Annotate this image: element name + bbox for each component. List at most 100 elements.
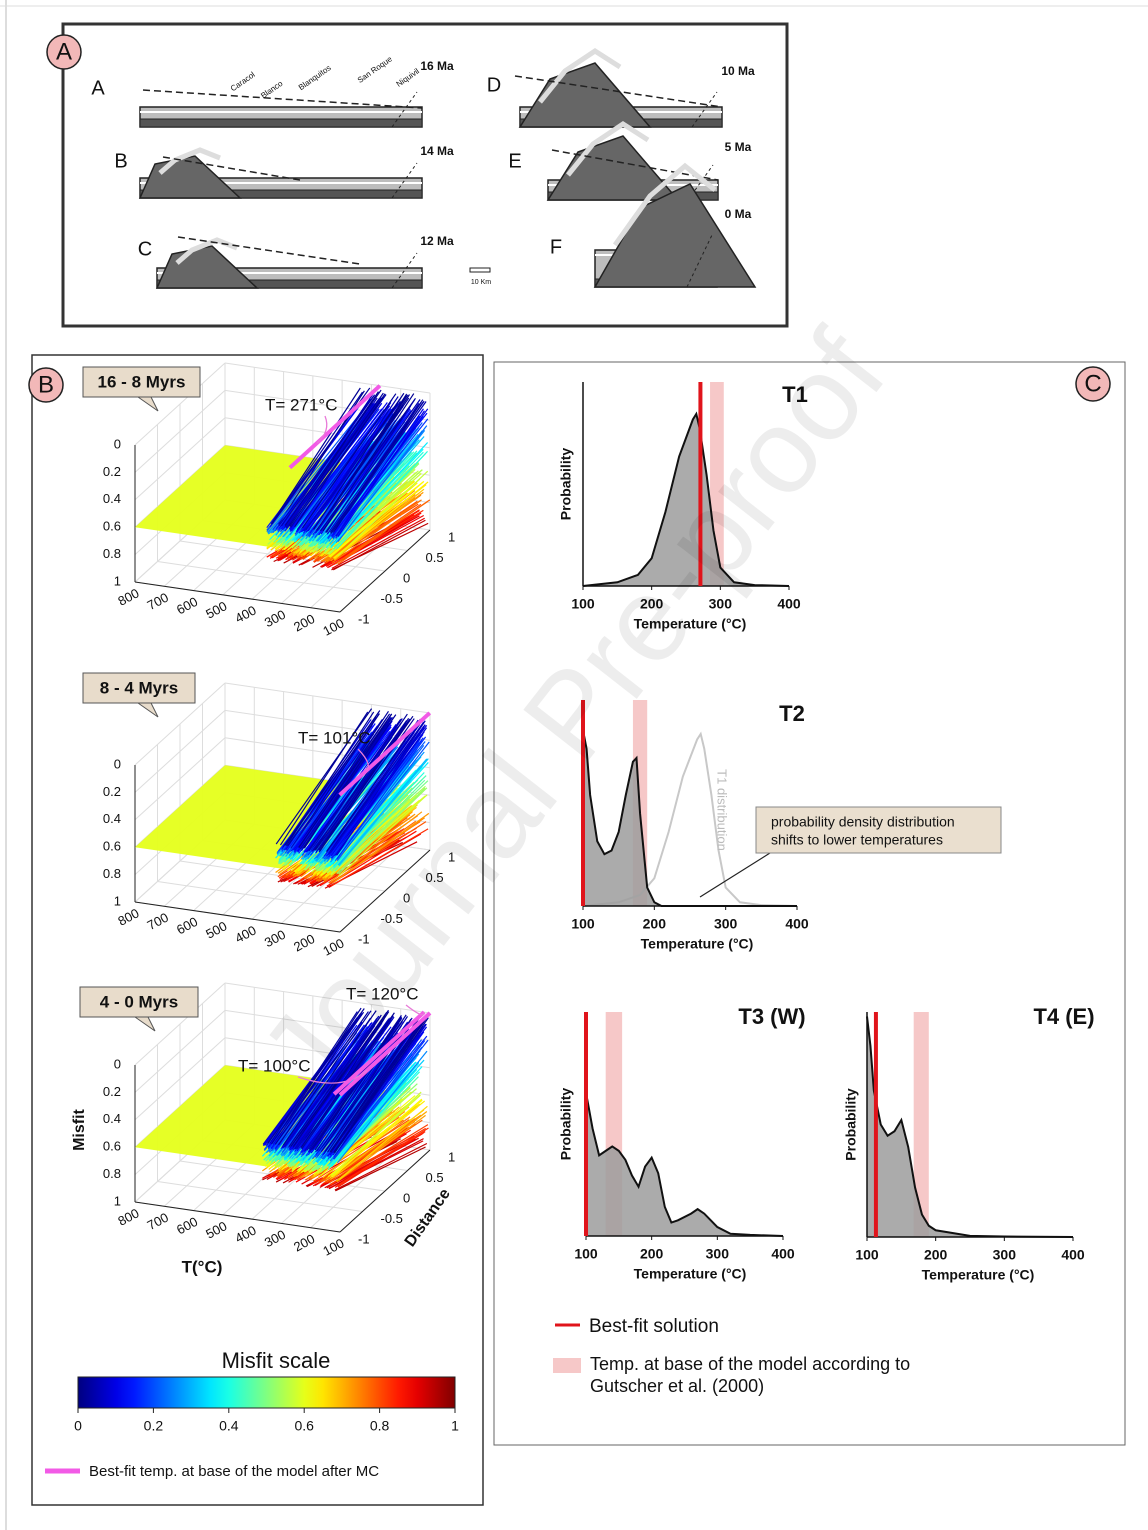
misfit-trace — [318, 1018, 412, 1152]
best-fit-line — [288, 384, 382, 470]
misfit-trace — [334, 812, 430, 883]
colorbar-tick-label: 0.4 — [219, 1418, 239, 1434]
misfit-tick-label: 0.6 — [103, 1139, 121, 1154]
y-axis-title: Probability — [843, 1088, 859, 1161]
misfit-trace — [328, 723, 421, 854]
dashed-profile — [177, 236, 361, 265]
misfit-trace — [335, 1023, 427, 1156]
best-fit-line — [338, 1011, 432, 1097]
misfit-trace — [331, 522, 429, 571]
misfit-trace — [329, 1019, 424, 1153]
misfit-trace — [290, 718, 383, 849]
best-fit-pointer — [316, 415, 328, 444]
misfit-trace — [325, 718, 421, 852]
period-box — [82, 366, 201, 398]
x-tick-label: 100 — [574, 1246, 598, 1262]
distance-tick-label: 0.5 — [426, 870, 444, 885]
place-name: Blanco — [259, 79, 285, 101]
misfit-trace — [324, 1018, 419, 1153]
misfit-trace — [325, 399, 421, 533]
t-tick-label: 800 — [115, 905, 141, 928]
misfit-trace — [298, 714, 392, 848]
panel-a-frame — [61, 22, 789, 328]
legend-gutscher-swatch — [553, 1358, 581, 1373]
fault-dotted — [391, 252, 418, 289]
misfit-trace — [302, 714, 397, 849]
t-tick-label: 300 — [262, 1227, 288, 1250]
section-layer — [139, 118, 423, 128]
misfit-trace — [336, 450, 428, 550]
t-tick-label: 100 — [320, 1235, 346, 1258]
t-tick-label: 700 — [145, 590, 171, 613]
misfit-trace — [271, 387, 361, 524]
misfit-trace — [331, 828, 429, 887]
grid-line — [224, 682, 431, 714]
annotation-text: shifts to lower temperatures — [771, 832, 943, 848]
distance-tick-label: 0 — [403, 890, 410, 905]
distance-tick-label: -1 — [358, 1231, 370, 1246]
x-tick-label: 100 — [571, 916, 595, 932]
section-age: 14 Ma — [420, 144, 454, 158]
misfit-tick-label: 1 — [114, 893, 121, 908]
misfit-trace — [334, 408, 424, 537]
colorbar — [77, 1376, 456, 1409]
misfit-trace — [330, 401, 427, 534]
misfit-trace — [270, 1011, 365, 1145]
density-fill — [583, 730, 797, 906]
misfit-tick-label: 0 — [114, 1056, 121, 1071]
colorbar-tick-label: 0.6 — [294, 1418, 314, 1434]
t-tick-label: 700 — [145, 1210, 171, 1233]
misfit-trace — [332, 1040, 426, 1160]
misfit-trace — [312, 720, 408, 851]
misfit-trace — [335, 727, 428, 856]
t-tick-label: 600 — [174, 594, 200, 617]
plot-title: T1 — [782, 382, 808, 407]
axis-line — [134, 1201, 341, 1233]
distance-tick-label: 0 — [403, 570, 410, 585]
misfit-tick-label: 0.4 — [103, 491, 121, 506]
t-tick-label: 600 — [174, 914, 200, 937]
misfit-trace — [319, 397, 416, 532]
misfit-trace — [329, 400, 425, 533]
x-tick-label: 300 — [993, 1247, 1017, 1263]
colorbar-tick-label: 0.8 — [370, 1418, 390, 1434]
legend-gutscher-label: Temp. at base of the model according to — [590, 1354, 910, 1374]
density-curve — [582, 730, 797, 907]
misfit-trace — [336, 1114, 426, 1183]
misfit-trace — [329, 765, 422, 867]
colorbar-tick-label: 0.2 — [144, 1418, 164, 1434]
misfit-trace — [312, 1016, 402, 1151]
axis-line — [339, 529, 431, 613]
period-box — [82, 672, 196, 704]
fault-dotted — [391, 91, 418, 128]
misfit-trace — [308, 718, 403, 851]
axis-line — [134, 581, 341, 613]
section-layer — [156, 279, 423, 289]
axis-line — [339, 1149, 431, 1233]
annotation-box — [755, 806, 1002, 854]
misfit-trace — [330, 1017, 427, 1153]
t-tick-label: 400 — [233, 922, 259, 945]
section-label: E — [508, 150, 521, 172]
misfit-tick-label: 1 — [114, 1193, 121, 1208]
temperature-axis-title: T(°C) — [182, 1257, 223, 1276]
panel-badge — [46, 34, 82, 70]
x-tick-label: 200 — [924, 1247, 948, 1263]
place-name: Caracol — [229, 70, 257, 93]
x-tick-label: 300 — [714, 916, 738, 932]
misfit-trace — [301, 393, 397, 529]
distance-tick-label: -0.5 — [381, 1211, 403, 1226]
misfit-trace — [290, 1009, 390, 1147]
fault-dotted — [686, 234, 713, 288]
best-fit-pointer — [297, 1069, 368, 1084]
grid-line — [157, 881, 363, 912]
misfit-trace — [337, 758, 428, 866]
misfit-trace — [318, 715, 414, 851]
x-tick-label: 400 — [785, 916, 809, 932]
thrust-lobe — [158, 147, 221, 175]
misfit-trace — [337, 500, 429, 565]
panel-b-frame — [31, 354, 484, 1506]
panel-badge-label: B — [38, 371, 54, 398]
misfit-tick-label: 0.6 — [103, 519, 121, 534]
